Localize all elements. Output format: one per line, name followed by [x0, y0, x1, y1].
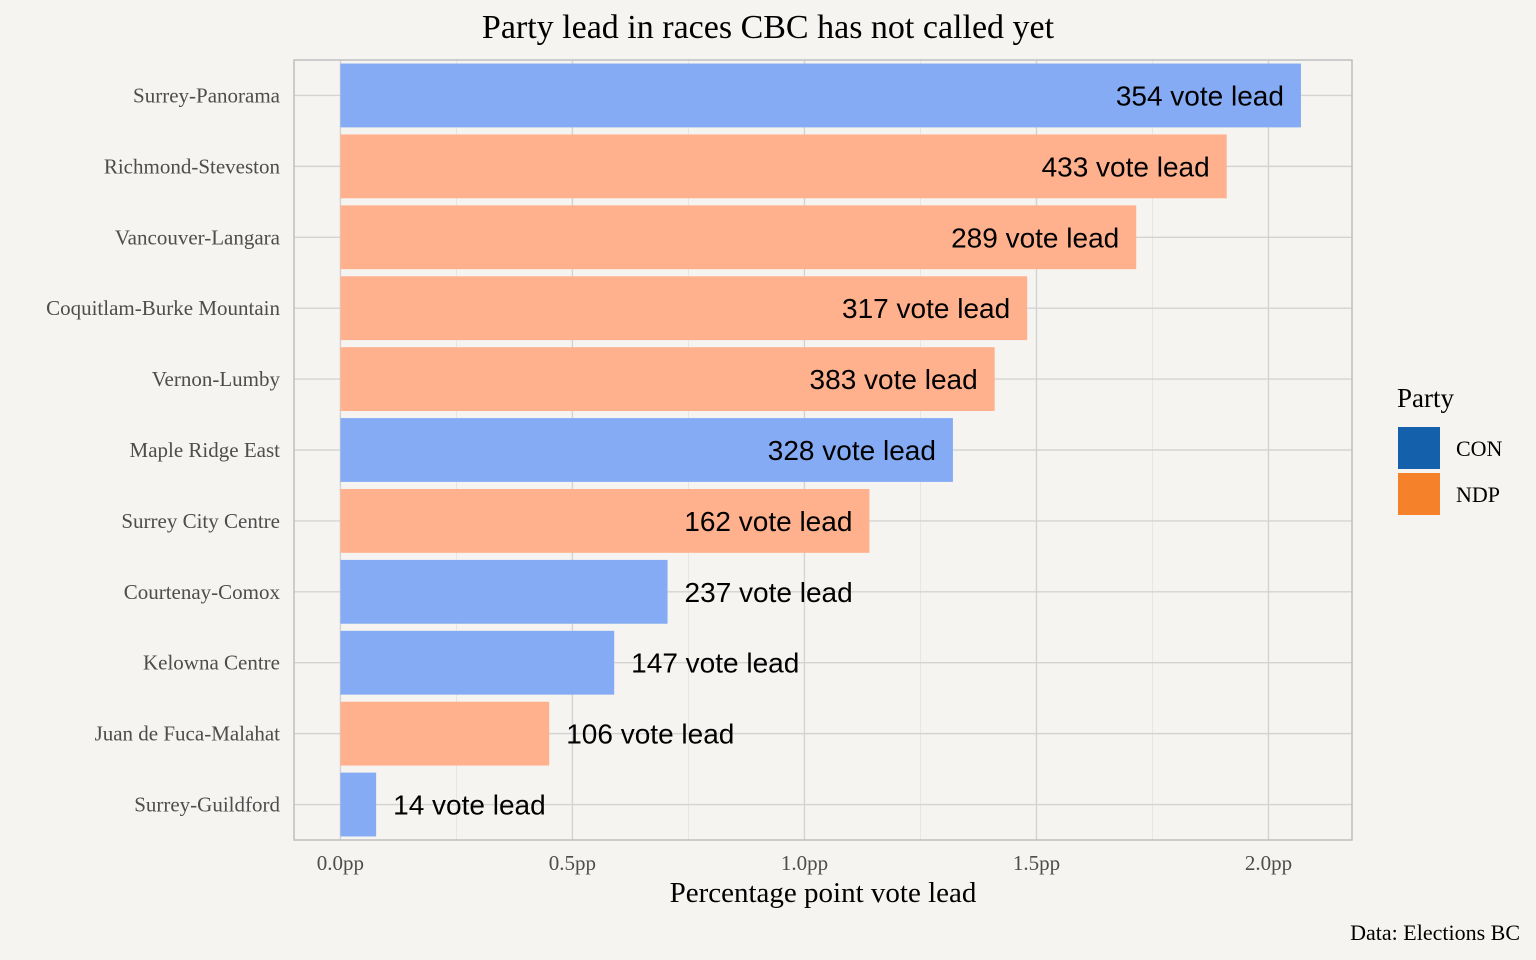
x-tick-label: 1.5pp: [1013, 851, 1060, 875]
bar-kelowna-centre: [340, 630, 615, 695]
category-label: Vernon-Lumby: [152, 367, 281, 391]
bar-surrey-guildford: [340, 772, 377, 837]
data-source-caption: Data: Elections BC: [1350, 920, 1520, 945]
bar-value-label: 328 vote lead: [768, 435, 936, 466]
category-label: Vancouver-Langara: [115, 225, 281, 249]
bar-value-label: 147 vote lead: [631, 648, 799, 679]
x-tick-label: 0.5pp: [549, 851, 596, 875]
bar-value-label: 317 vote lead: [842, 293, 1010, 324]
category-label: Surrey-Guildford: [134, 793, 280, 817]
bar-value-label: 289 vote lead: [951, 222, 1119, 253]
category-label: Juan de Fuca-Malahat: [95, 722, 281, 746]
x-tick-labels-layer: 0.0pp 0.5pp 1.0pp 1.5pp 2.0pp: [317, 851, 1292, 875]
legend-label-ndp: NDP: [1456, 482, 1500, 507]
legend-label-con: CON: [1456, 436, 1503, 461]
bar-value-label: 162 vote lead: [684, 506, 852, 537]
bar-maple-ridge-east: [340, 418, 953, 482]
x-tick-label: 1.0pp: [781, 851, 828, 875]
category-label: Kelowna Centre: [143, 651, 280, 675]
category-label: Surrey City Centre: [121, 509, 280, 533]
bar-value-label: 237 vote lead: [685, 577, 853, 608]
legend-swatch-ndp: [1398, 473, 1440, 515]
bar-coquitlam-burke-mountain: [340, 276, 1028, 341]
legend: Party CON NDP: [1397, 383, 1503, 515]
x-tick-label: 2.0pp: [1245, 851, 1292, 875]
category-labels-layer: Surrey-Panorama Richmond-Steveston Vancouv…: [46, 83, 281, 816]
bar-vernon-lumby: [340, 347, 995, 411]
bar-vancouver-langara: [340, 205, 1137, 270]
category-label: Surrey-Panorama: [133, 83, 281, 107]
bar-richmond-steveston: [340, 134, 1227, 199]
bar-value-label: 14 vote lead: [393, 790, 546, 821]
bars-layer: [340, 63, 1301, 837]
category-label: Coquitlam-Burke Mountain: [46, 296, 280, 320]
bar-labels-layer: 354 vote lead 433 vote lead 289 vote lead 3…: [393, 80, 1284, 820]
x-tick-label: 0.0pp: [317, 851, 364, 875]
bar-value-label: 433 vote lead: [1042, 151, 1210, 182]
category-label: Maple Ridge East: [130, 438, 281, 462]
legend-swatch-con: [1398, 427, 1440, 469]
category-label: Richmond-Steveston: [104, 154, 281, 178]
bar-juan-de-fuca-malahat: [340, 701, 550, 766]
bar-surrey-city-centre: [340, 489, 870, 553]
panel-border: [293, 59, 1353, 841]
bar-value-label: 383 vote lead: [810, 364, 978, 395]
bar-surrey-panorama: [340, 63, 1301, 128]
bar-value-label: 106 vote lead: [566, 719, 734, 750]
category-label: Courtenay-Comox: [124, 580, 281, 604]
chart-title: Party lead in races CBC has not called y…: [482, 9, 1055, 46]
bar-value-label: 354 vote lead: [1116, 80, 1284, 111]
legend-entries: CON NDP: [1398, 427, 1503, 515]
bar-courtenay-comox: [340, 559, 668, 624]
x-axis-title: Percentage point vote lead: [670, 877, 977, 909]
legend-title: Party: [1397, 383, 1454, 413]
